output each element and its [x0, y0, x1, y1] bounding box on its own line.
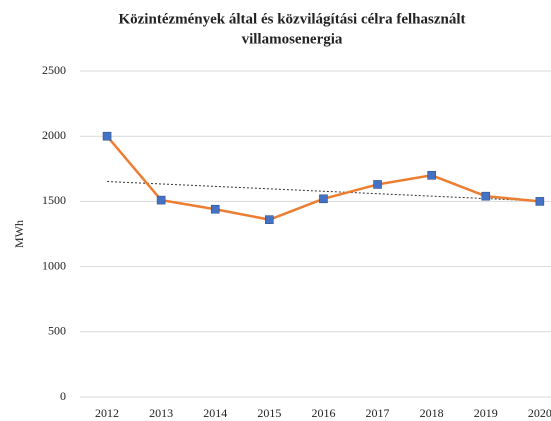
marker	[373, 180, 382, 189]
trendline	[107, 181, 540, 202]
x-tick-label: 2014	[203, 406, 227, 420]
y-tick-label: 0	[60, 389, 66, 403]
x-tick-label: 2019	[474, 406, 498, 420]
marker	[210, 204, 220, 214]
x-tick-label: 2012	[95, 406, 119, 420]
line	[106, 135, 540, 221]
marker	[535, 197, 545, 206]
y-tick-label: 1000	[42, 258, 66, 272]
x-tick-label: 2016	[311, 406, 335, 420]
chart-title: villamosenergia	[242, 31, 343, 47]
x-tick-label: 2020	[528, 406, 551, 420]
chart-title: Közintézmények által és közvilágítási cé…	[118, 11, 465, 27]
x-tick-label: 2015	[257, 406, 281, 420]
marker	[427, 171, 436, 180]
y-tick-label: 500	[48, 324, 66, 338]
x-tick-label: 2013	[149, 406, 173, 420]
y-tick-label: 1500	[42, 193, 66, 207]
y-axis-label: MWh	[12, 220, 26, 248]
marker	[156, 195, 166, 205]
y-tick-label: 2000	[42, 128, 66, 142]
marker	[319, 194, 328, 204]
x-tick-label: 2018	[420, 406, 444, 420]
marker	[481, 191, 491, 201]
x-tick-label: 2017	[366, 406, 390, 420]
y-tick-label: 2500	[42, 63, 66, 77]
marker	[265, 215, 274, 224]
marker	[102, 131, 112, 141]
